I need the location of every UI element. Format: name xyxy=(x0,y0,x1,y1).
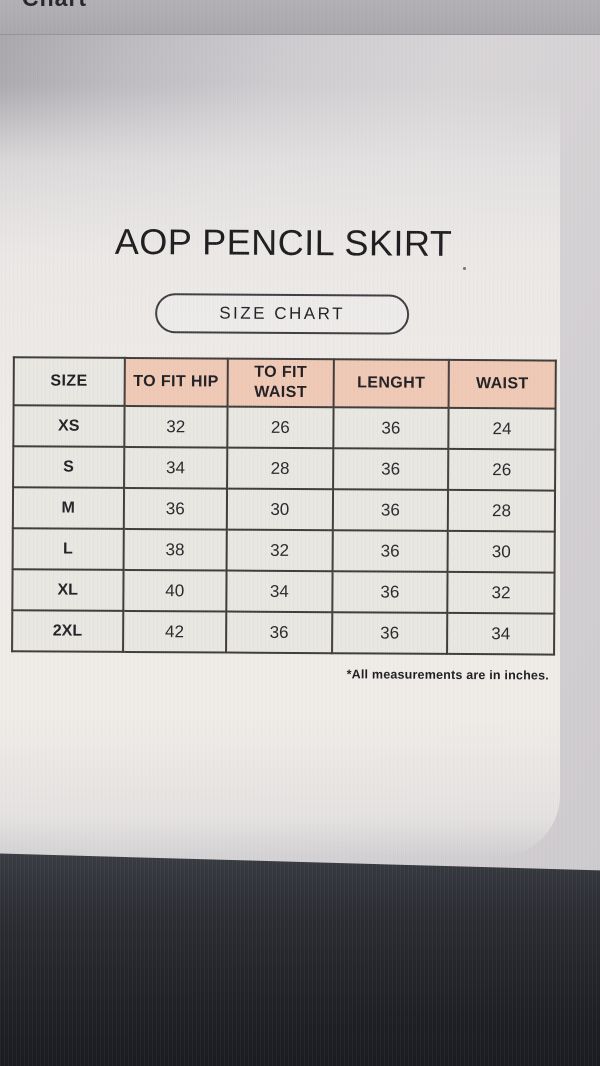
size-chart-button[interactable]: SIZE CHART xyxy=(155,293,410,335)
size-cell: S xyxy=(13,446,124,488)
value-cell: 32 xyxy=(123,405,228,448)
value-cell: 38 xyxy=(123,528,227,571)
size-cell: 2XL xyxy=(12,610,123,652)
product-title: AOP PENCIL SKIRT xyxy=(114,220,453,264)
value-cell: 36 xyxy=(123,487,228,530)
page-content: AOP PENCIL SKIRT SIZE CHART SIZE TO FIT … xyxy=(0,33,600,867)
header-row: SIZE TO FIT HIP TO FIT WAIST LENGHT WAIS… xyxy=(13,357,556,409)
top-clipped-header: Chart xyxy=(0,0,600,35)
dust-speck xyxy=(463,267,466,270)
clipped-chart-text: Chart xyxy=(22,0,87,12)
size-cell: M xyxy=(12,487,124,529)
value-cell: 26 xyxy=(227,406,334,449)
value-cell: 36 xyxy=(332,530,449,572)
size-chart-table: SIZE TO FIT HIP TO FIT WAIST LENGHT WAIS… xyxy=(11,356,557,655)
table-row: XL 40 34 36 32 xyxy=(12,569,555,614)
column-header-to-fit-hip: TO FIT HIP xyxy=(124,357,228,407)
value-cell: 36 xyxy=(333,407,449,449)
column-header-waist: WAIST xyxy=(448,359,556,409)
value-cell: 32 xyxy=(447,571,555,614)
value-cell: 30 xyxy=(447,530,555,573)
value-cell: 30 xyxy=(226,488,333,531)
column-header-to-fit-waist: TO FIT WAIST xyxy=(227,358,334,408)
column-header-lenght: LENGHT xyxy=(333,359,450,408)
value-cell: 36 xyxy=(226,611,333,654)
value-cell: 32 xyxy=(226,529,333,572)
value-cell: 34 xyxy=(226,570,333,613)
size-cell: L xyxy=(12,528,124,570)
table-row: L 38 32 36 30 xyxy=(12,528,555,573)
value-cell: 36 xyxy=(331,612,448,654)
value-cell: 42 xyxy=(122,610,227,653)
value-cell: 36 xyxy=(332,448,449,490)
desk-dark-area xyxy=(0,853,600,1066)
value-cell: 34 xyxy=(123,446,228,489)
value-cell: 28 xyxy=(227,447,334,490)
measurements-note: *All measurements are in inches. xyxy=(346,667,549,683)
size-cell: XS xyxy=(13,405,125,447)
value-cell: 24 xyxy=(448,407,556,450)
size-cell: XL xyxy=(12,569,124,611)
value-cell: 36 xyxy=(332,571,448,613)
value-cell: 36 xyxy=(332,489,449,531)
size-chart-table-wrap: SIZE TO FIT HIP TO FIT WAIST LENGHT WAIS… xyxy=(11,356,557,655)
value-cell: 26 xyxy=(448,448,556,491)
value-cell: 40 xyxy=(122,569,227,612)
table-row: XS 32 26 36 24 xyxy=(13,405,556,450)
table-row: S 34 28 36 26 xyxy=(13,446,556,491)
table-row: M 36 30 36 28 xyxy=(12,487,556,532)
column-header-size: SIZE xyxy=(13,357,125,406)
value-cell: 28 xyxy=(448,489,556,532)
value-cell: 34 xyxy=(447,612,555,655)
table-row: 2XL 42 36 36 34 xyxy=(12,610,555,655)
